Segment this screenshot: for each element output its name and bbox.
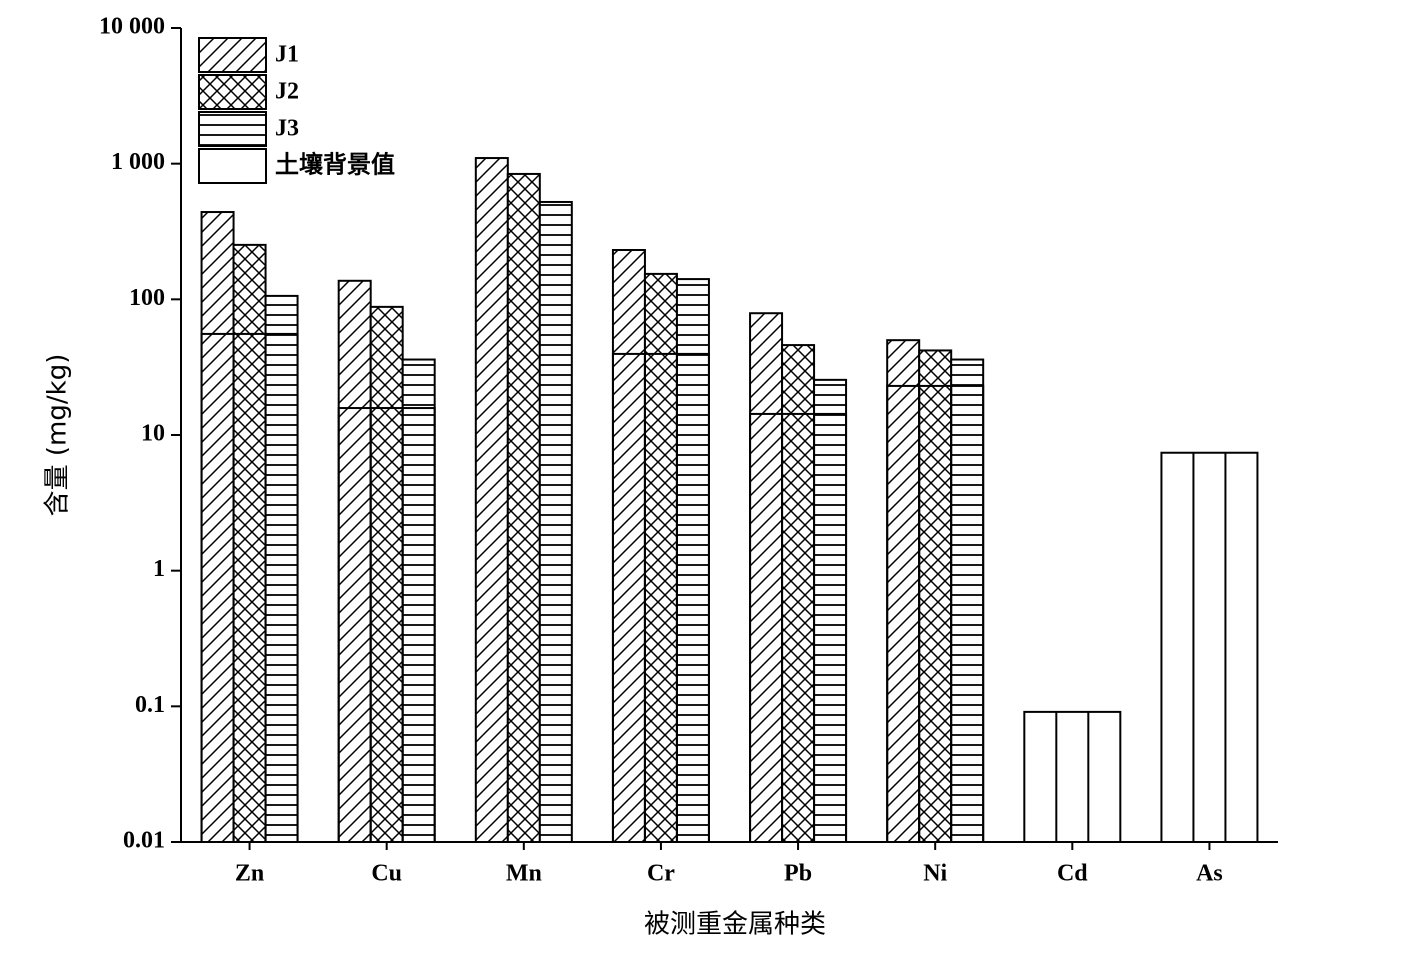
y-tick-label: 0.01 (123, 828, 165, 854)
x-tick-label: As (1196, 861, 1223, 887)
x-tick-label: Pb (784, 861, 812, 887)
bar (369, 305, 404, 843)
x-tick-label: Zn (235, 861, 264, 887)
y-tick-label: 0.1 (135, 692, 165, 718)
legend-label: J3 (275, 116, 299, 142)
bar (538, 200, 573, 844)
y-tick-label: 10 (141, 421, 165, 447)
x-tick-label: Cd (1057, 861, 1088, 887)
y-axis-label: 含量 (mg/kg) (43, 354, 73, 517)
y-tick-label: 10 000 (99, 14, 165, 40)
bar (401, 358, 436, 843)
bar (749, 312, 784, 843)
bar (474, 157, 509, 843)
x-tick-label: Cu (371, 861, 402, 887)
x-tick-label: Cr (647, 861, 675, 887)
x-tick-label: Ni (923, 861, 947, 887)
legend-swatch (198, 74, 267, 110)
legend-swatch (198, 148, 267, 184)
legend-swatch (198, 37, 267, 73)
bar (200, 211, 235, 843)
bar (506, 172, 541, 843)
bar (918, 349, 953, 843)
legend-label: J2 (275, 79, 299, 105)
bar (886, 339, 921, 843)
y-tick-label: 100 (129, 285, 165, 311)
bar (675, 278, 710, 843)
bar (643, 272, 678, 844)
bar (950, 358, 985, 843)
legend-label: 土壤背景值 (275, 151, 395, 179)
bar (337, 279, 372, 843)
bar (813, 378, 848, 843)
legend-swatch (198, 111, 267, 147)
y-tick-label: 1 (153, 556, 165, 582)
x-tick-label: Mn (506, 861, 542, 887)
background-bar (1160, 451, 1259, 843)
x-axis-label: 被测重金属种类 (644, 910, 826, 940)
background-bar (1023, 710, 1122, 844)
legend-label: J1 (275, 42, 299, 68)
bar (264, 294, 299, 844)
bar (781, 344, 816, 843)
y-tick-label: 1 000 (111, 149, 165, 175)
bar (611, 249, 646, 844)
